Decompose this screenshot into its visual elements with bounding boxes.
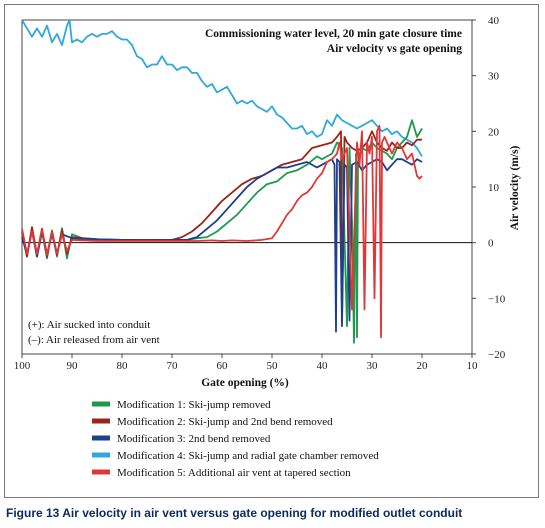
series-layer — [21, 19, 423, 344]
chart-title: Commissioning water level, 20 min gate c… — [205, 28, 462, 40]
x-tick-label: 60 — [217, 360, 229, 372]
chart-subtitle: Air velocity vs gate opening — [327, 43, 462, 55]
x-tick-label: 90 — [67, 360, 79, 372]
y-tick-label: 40 — [488, 15, 500, 27]
legend-label-3: Modification 3: 2nd bend removed — [117, 433, 271, 445]
x-tick-label: 30 — [367, 360, 379, 372]
figure-frame — [4, 4, 539, 498]
y-axis-title: Air velocity (m/s) — [509, 145, 521, 230]
y-tick-label: −10 — [488, 293, 506, 305]
legend-label-2: Modification 2: Ski-jump and 2nd bend re… — [117, 416, 333, 428]
annotation-negative: (–): Air released from air vent — [28, 334, 160, 346]
annotation-positive: (+): Air sucked into conduit — [28, 319, 150, 331]
legend-label-1: Modification 1: Ski-jump removed — [117, 399, 271, 411]
legend-label-5: Modification 5: Additional air vent at t… — [117, 467, 351, 479]
y-tick-label: 10 — [488, 182, 500, 194]
y-tick-label: 20 — [488, 126, 500, 138]
x-tick-label: 80 — [117, 360, 129, 372]
x-tick-label: 100 — [14, 360, 31, 372]
legend: Modification 1: Ski-jump removed Modifica… — [92, 399, 379, 479]
chart: 100 90 80 70 60 50 40 30 20 10 −20 −10 0 10 20 30 40 Com… — [14, 15, 521, 479]
figure-caption: Figure 13 Air velocity in air vent versu… — [6, 506, 463, 520]
y-tick-label: 0 — [488, 238, 494, 250]
x-tick-label: 10 — [467, 360, 479, 372]
x-tick-label: 50 — [267, 360, 279, 372]
y-tick-label: 30 — [488, 71, 500, 83]
series-line-4 — [21, 19, 423, 157]
series-line-5 — [21, 124, 423, 339]
x-axis-title: Gate opening (%) — [201, 377, 289, 389]
x-tick-label: 70 — [167, 360, 179, 372]
x-tick-label: 40 — [317, 360, 329, 372]
y-tick-label: −20 — [488, 349, 506, 361]
legend-label-4: Modification 4: Ski-jump and radial gate… — [117, 450, 379, 462]
x-tick-label: 20 — [417, 360, 429, 372]
axes: 100 90 80 70 60 50 40 30 20 10 −20 −10 0 10 20 30 40 — [14, 15, 506, 372]
